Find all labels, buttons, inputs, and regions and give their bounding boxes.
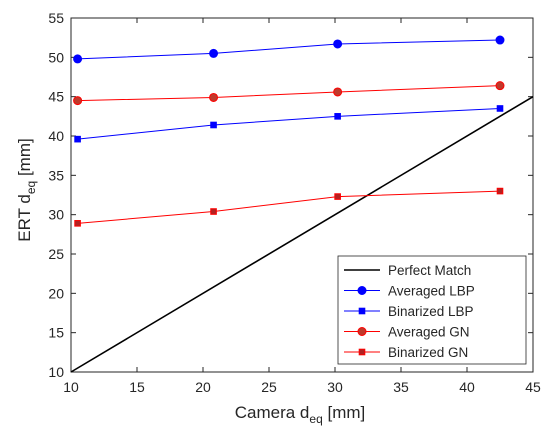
- legend-swatch-marker: [358, 348, 366, 356]
- data-point: [334, 193, 341, 200]
- x-axis-label: Camera deq [mm]: [235, 403, 366, 426]
- y-axis-label: ERT deq [mm]: [15, 138, 38, 241]
- legend-label: Averaged LBP: [388, 284, 475, 299]
- x-tick-label: 20: [195, 379, 211, 395]
- y-tick-label: 55: [48, 10, 64, 26]
- data-point: [210, 208, 217, 215]
- series-line: [77, 85, 501, 102]
- x-axis-label-suffix: [mm]: [323, 403, 366, 422]
- y-tick-label: 50: [48, 49, 64, 65]
- data-point: [496, 105, 504, 112]
- y-axis-label-subscript: eq: [24, 181, 38, 194]
- legend: Perfect Match Averaged LBP Binarized LBP Av…: [337, 255, 527, 365]
- data-point: [333, 39, 343, 49]
- data-point: [73, 96, 83, 106]
- legend-swatch-marker: [357, 327, 367, 336]
- legend-item: Perfect Match: [344, 263, 471, 278]
- y-tick-label: 15: [48, 325, 64, 341]
- y-axis-label-prefix: ERT d: [15, 194, 34, 242]
- x-tick-label: 15: [129, 379, 145, 395]
- legend-swatch-marker: [357, 286, 367, 295]
- series-line: [77, 190, 501, 224]
- y-tick-label: 45: [48, 89, 64, 105]
- legend-swatch-marker: [358, 307, 366, 315]
- legend-label: Perfect Match: [388, 263, 471, 278]
- series-line: [77, 107, 501, 140]
- legend-box: [337, 255, 527, 365]
- x-tick-label: 30: [327, 379, 343, 395]
- data-point: [209, 48, 219, 58]
- y-tick-label: 10: [48, 364, 64, 380]
- legend-label: Binarized LBP: [388, 304, 474, 319]
- series-0: [70, 95, 534, 373]
- x-axis-label-subscript: eq: [309, 412, 322, 426]
- y-tick-label: 40: [48, 128, 64, 144]
- x-tick-label: 40: [459, 379, 475, 395]
- x-axis: 10 15 20 25 30 35 40 45: [63, 18, 541, 395]
- series-3: [73, 81, 505, 106]
- y-tick-label: 25: [48, 246, 64, 262]
- legend-item: Binarized GN: [344, 345, 468, 360]
- data-point: [495, 81, 505, 91]
- y-axis: 10 15 20 25 30 35 40 45 50 55: [48, 10, 533, 380]
- data-point: [73, 54, 83, 64]
- y-axis-label-suffix: [mm]: [15, 138, 34, 181]
- x-tick-label: 10: [63, 379, 79, 395]
- legend-item: Averaged LBP: [344, 284, 475, 299]
- data-point: [209, 92, 219, 102]
- legend-item: Binarized LBP: [344, 304, 474, 319]
- data-point: [210, 121, 217, 129]
- x-tick-label: 35: [393, 379, 409, 395]
- y-tick-label: 20: [48, 285, 64, 301]
- legend-item: Averaged GN: [344, 325, 470, 340]
- legend-label: Binarized GN: [388, 345, 468, 360]
- series-layer: [70, 35, 534, 373]
- legend-label: Averaged GN: [388, 325, 470, 340]
- series-2: [74, 105, 504, 143]
- series-line: [77, 39, 501, 60]
- data-point: [74, 135, 81, 143]
- data-point: [333, 87, 343, 97]
- y-tick-label: 30: [48, 207, 64, 223]
- x-tick-label: 45: [525, 379, 541, 395]
- y-tick-label: 35: [48, 167, 64, 183]
- data-point: [495, 35, 505, 45]
- x-axis-label-prefix: Camera d: [235, 403, 310, 422]
- data-point: [334, 113, 341, 120]
- series-line: [70, 95, 534, 373]
- data-point: [74, 220, 81, 227]
- series-1: [73, 35, 505, 64]
- x-tick-label: 25: [261, 379, 277, 395]
- data-point: [496, 187, 504, 195]
- series-4: [74, 187, 504, 227]
